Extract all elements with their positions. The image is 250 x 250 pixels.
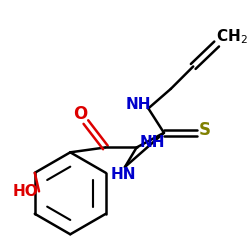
- Text: O: O: [73, 105, 87, 123]
- Text: CH$_2$: CH$_2$: [216, 27, 248, 46]
- Text: NH: NH: [126, 97, 151, 112]
- Text: HO: HO: [12, 184, 38, 199]
- Text: S: S: [199, 121, 211, 139]
- Text: NH: NH: [140, 135, 165, 150]
- Text: HN: HN: [110, 167, 136, 182]
